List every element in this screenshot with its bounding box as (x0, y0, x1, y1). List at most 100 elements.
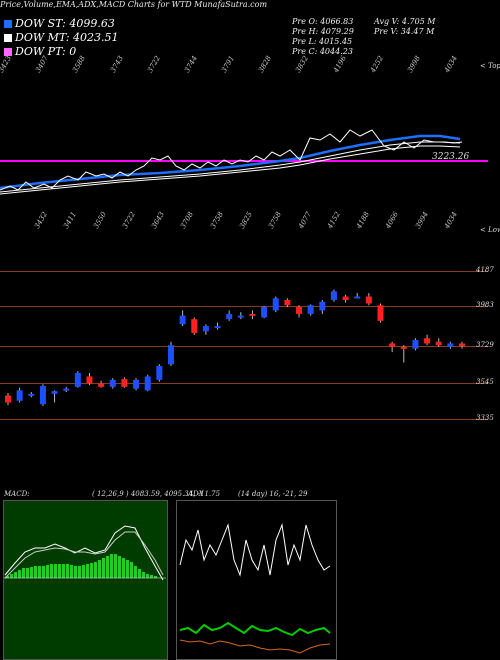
candle-body (156, 366, 163, 380)
macd-hist-bar (82, 565, 85, 578)
adx-label: ADX (188, 490, 204, 498)
level-line-3545 (0, 383, 488, 384)
legend-swatch-mt (4, 34, 12, 42)
macd-signal-line (4, 531, 164, 579)
macd-hist-bar (98, 560, 101, 578)
level-label-0: 4187 (476, 266, 494, 274)
legend-dow-pt-label: DOW PT: 0 (15, 45, 77, 58)
macd-hist-bar (122, 558, 125, 578)
level-line-3983 (0, 306, 488, 307)
candle-body (249, 313, 256, 316)
candle-body (296, 306, 303, 314)
candle-body (63, 388, 70, 391)
candle-body (121, 379, 128, 387)
macd-hist-bar (154, 576, 157, 578)
macd-hist-bar (138, 569, 141, 578)
candle-body (365, 296, 372, 304)
candle-body (389, 343, 396, 347)
pt-value-label: 3223.26 (432, 152, 470, 162)
macd-hist-bar (114, 554, 117, 578)
candle-body (74, 372, 81, 387)
candle-body (16, 390, 23, 401)
candle-body (51, 391, 58, 394)
candle-body (354, 296, 361, 299)
adx-line (179, 639, 331, 654)
candle-body (144, 376, 151, 391)
adx-di-minus-line (179, 621, 331, 637)
ohlc-close: Pre C: 4044.23 (292, 47, 353, 56)
candle-body (226, 313, 233, 320)
legend-dow-st: DOW ST: 4099.63 (4, 17, 115, 30)
macd-hist-bar (134, 566, 137, 578)
ema-mt-line-2 (0, 145, 461, 195)
macd-label: MACD: (4, 490, 30, 498)
candle-body (377, 305, 384, 321)
candle-body (28, 393, 35, 396)
macd-hist-bar (38, 566, 41, 578)
macd-values: ( 12,26,9 ) 4083.59, 4095.34, -11.75 (92, 490, 221, 498)
candle-body (109, 379, 116, 387)
chart-title: Price,Volume,EMA,ADX,MACD Charts for WTD… (0, 0, 268, 9)
candle-body (39, 385, 46, 405)
macd-hist-bar (74, 566, 77, 578)
mid-right-label: < Lower (480, 226, 500, 234)
macd-hist-bar (50, 564, 53, 578)
candle-body (202, 326, 209, 332)
macd-hist-bar (126, 560, 129, 578)
candle-body (272, 298, 279, 311)
candle-body (447, 343, 454, 347)
candle-body (86, 376, 93, 384)
candle-body (435, 341, 442, 346)
candle-body (400, 346, 407, 349)
macd-hist-bar (78, 566, 81, 578)
macd-hist-bar (118, 556, 121, 578)
level-label-3: 3545 (476, 378, 494, 386)
pre-volume: Pre V: 34.47 M (374, 27, 435, 36)
candle-body (5, 395, 11, 403)
macd-hist-bar (150, 575, 153, 578)
level-label-1: 3983 (476, 301, 494, 309)
level-line-3335 (0, 419, 488, 420)
macd-hist-bar (106, 556, 109, 578)
ema-mt-line (0, 141, 461, 193)
ohlc-open: Pre O: 4066.83 (292, 17, 354, 26)
macd-hist-bar (42, 566, 45, 578)
candle-body (167, 345, 174, 365)
level-label-4: 3335 (476, 414, 494, 422)
candle-body (319, 301, 326, 311)
adx-panel (176, 500, 337, 660)
candle-body (98, 383, 105, 387)
avg-volume: Avg V: 4.705 M (374, 17, 436, 26)
legend-swatch-pt (4, 48, 12, 56)
ohlc-high: Pre H: 4079.29 (292, 27, 354, 36)
macd-hist-bar (86, 564, 89, 578)
macd-hist-bar (14, 572, 17, 578)
macd-hist-bar (46, 565, 49, 578)
macd-hist-bar (18, 570, 21, 578)
macd-hist-bar (54, 564, 57, 578)
macd-hist-bar (102, 558, 105, 578)
candle-body (424, 338, 431, 344)
legend-swatch-st (4, 20, 12, 28)
adx-values: (14 day) 16, -21, 29 (238, 490, 308, 498)
legend-dow-mt: DOW MT: 4023.51 (4, 31, 119, 44)
candle-body (459, 343, 465, 347)
candle-body (330, 291, 337, 301)
macd-hist-bar (130, 562, 133, 578)
macd-hist-bar (62, 564, 65, 578)
legend-dow-pt: DOW PT: 0 (4, 45, 76, 58)
macd-hist-bar (66, 564, 69, 578)
legend-dow-mt-label: DOW MT: 4023.51 (15, 31, 119, 44)
candle-body (307, 305, 314, 314)
level-line-3729 (0, 346, 488, 347)
macd-hist-bar (6, 576, 9, 578)
macd-histogram (6, 554, 157, 578)
candle-body (284, 300, 291, 306)
ohlc-low: Pre L: 4015.45 (292, 37, 353, 46)
candle-body (261, 306, 268, 318)
candle-body (133, 379, 140, 389)
ema-st-line (0, 134, 461, 190)
